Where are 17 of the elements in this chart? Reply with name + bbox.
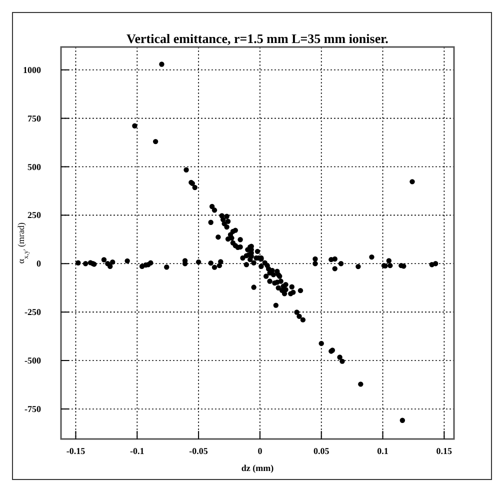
y-tick-label: -750 [24,404,42,414]
y-tick-label: 500 [28,162,42,172]
x-tick-label: 0 [258,446,263,456]
x-tick-label: 0.1 [377,446,389,456]
y-tick-label: 1000 [23,64,42,75]
chart-title: Vertical emittance, r=1.5 mm L=35 mm ioniser. [126,31,388,46]
y-tick-label: 250 [28,210,42,220]
x-axis-title: dz (mm) [241,463,274,473]
x-tick-label: -0.1 [130,446,145,456]
y-tick-label: 750 [28,113,42,124]
x-tick-label: -0.05 [189,446,208,456]
y-tick-label: -500 [24,356,42,366]
x-tick-label: -0.15 [66,446,86,456]
x-tick-label: 0.05 [313,446,330,456]
y-tick-label: 0 [36,258,42,269]
y-tick-label: -250 [24,307,42,318]
x-tick-label: 0.15 [436,446,453,456]
